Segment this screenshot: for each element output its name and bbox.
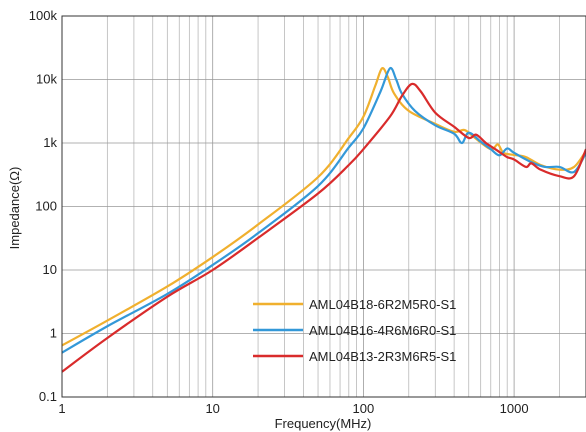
- x-tick-label: 1000: [500, 401, 529, 416]
- y-tick-label: 100k: [29, 8, 58, 23]
- y-tick-label: 10k: [36, 72, 57, 87]
- y-tick-label: 0.1: [39, 389, 57, 404]
- legend: AML04B18-6R2M5R0-S1 AML04B16-4R6M6R0-S1 AM…: [253, 297, 456, 364]
- series-line-1: [61, 66, 586, 347]
- legend-label: AML04B16-4R6M6R0-S1: [309, 323, 456, 338]
- x-tick-label: 10: [205, 401, 219, 416]
- x-tick-label: 100: [353, 401, 375, 416]
- series-line-3: [61, 82, 586, 373]
- series-line-2: [61, 66, 586, 354]
- legend-label: AML04B13-2R3M6R5-S1: [309, 349, 456, 364]
- legend-label: AML04B18-6R2M5R0-S1: [309, 297, 456, 312]
- grid-lines: [61, 15, 586, 398]
- y-tick-label: 100: [35, 199, 57, 214]
- x-axis-title: Frequency(MHz): [275, 416, 372, 431]
- y-tick-label: 1k: [43, 135, 57, 150]
- x-tick-label: 1: [58, 401, 65, 416]
- y-tick-labels: 0.1 1 10 100 1k 10k 100k: [29, 8, 58, 404]
- plot-frame: [61, 15, 586, 398]
- y-axis-title: Impedance(Ω): [7, 167, 22, 250]
- y-tick-label: 10: [43, 262, 57, 277]
- x-tick-labels: 1 10 100 1000: [58, 401, 528, 416]
- y-tick-label: 1: [50, 326, 57, 341]
- series-lines: [61, 66, 586, 373]
